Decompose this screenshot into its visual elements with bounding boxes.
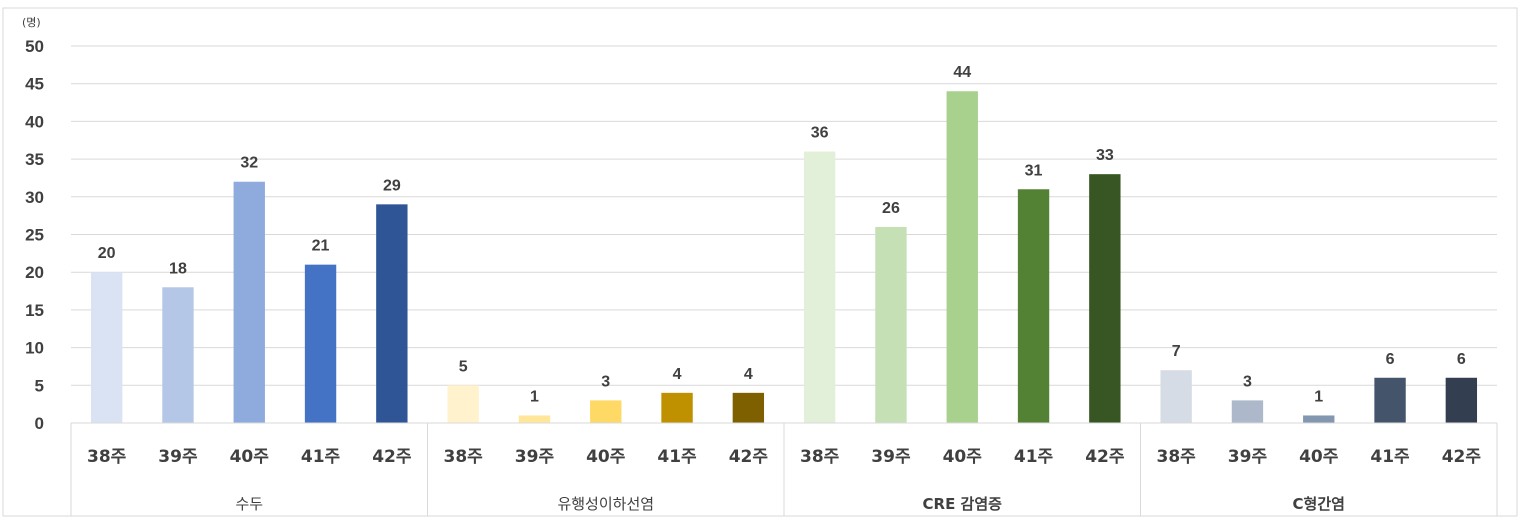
bar — [90, 272, 123, 423]
data-label: 5 — [459, 358, 468, 375]
data-label: 18 — [169, 260, 187, 277]
data-label: 6 — [1386, 351, 1395, 368]
x-tick-label: 39주 — [515, 447, 555, 467]
x-tick-label: 41주 — [657, 447, 697, 467]
x-tick-label: 38주 — [87, 447, 127, 467]
data-label: 32 — [240, 155, 258, 172]
data-label: 36 — [811, 125, 829, 142]
x-tick-label: 42주 — [729, 447, 769, 467]
bar — [1374, 377, 1406, 423]
x-tick-label: 42주 — [372, 447, 412, 467]
y-tick-label: 0 — [35, 414, 44, 433]
data-label: 1 — [1314, 388, 1323, 405]
bar — [1303, 415, 1335, 423]
data-label: 4 — [673, 366, 682, 383]
y-tick-label: 40 — [25, 112, 44, 131]
bar — [1231, 400, 1264, 423]
x-tick-label: 39주 — [1228, 447, 1268, 467]
data-label: 6 — [1457, 351, 1466, 368]
data-label: 31 — [1025, 162, 1043, 179]
x-tick-label: 41주 — [301, 447, 341, 467]
y-tick-label: 5 — [35, 376, 44, 395]
bar — [233, 181, 265, 423]
x-tick-label: 38주 — [1156, 447, 1196, 467]
data-label: 3 — [601, 373, 610, 390]
bar — [162, 287, 194, 423]
bar — [447, 385, 479, 423]
y-tick-label: 30 — [25, 188, 44, 207]
x-tick-label: 40주 — [943, 447, 983, 467]
bar — [732, 392, 765, 423]
bar — [304, 264, 337, 423]
group-label: 수두 — [235, 495, 263, 513]
y-tick-label: 10 — [25, 339, 44, 358]
bar — [803, 151, 836, 423]
x-tick-label: 39주 — [158, 447, 198, 467]
x-tick-label: 40주 — [1299, 447, 1339, 467]
x-tick-label: 40주 — [230, 447, 270, 467]
data-label: 3 — [1243, 373, 1252, 390]
bar — [1160, 370, 1192, 423]
x-tick-label: 38주 — [800, 447, 840, 467]
data-label: 4 — [744, 366, 753, 383]
data-label: 20 — [98, 245, 116, 262]
bar — [590, 400, 622, 423]
bar — [1017, 189, 1050, 423]
bar — [1089, 174, 1121, 423]
y-tick-label: 25 — [25, 226, 44, 245]
y-tick-label: 35 — [25, 150, 44, 169]
data-label: 44 — [953, 64, 971, 81]
x-tick-label: 41주 — [1014, 447, 1054, 467]
group-label: C형간염 — [1293, 495, 1345, 513]
bar — [1445, 377, 1478, 423]
x-tick-label: 39주 — [871, 447, 911, 467]
group-label: CRE 감염증 — [923, 495, 1003, 513]
x-tick-label: 42주 — [1085, 447, 1125, 467]
bar — [875, 226, 907, 423]
y-tick-label: 50 — [25, 37, 44, 56]
y-axis-unit: (명) — [22, 16, 41, 29]
data-label: 7 — [1172, 343, 1181, 360]
data-label: 26 — [882, 200, 900, 217]
data-label: 1 — [530, 388, 539, 405]
data-label: 21 — [312, 238, 330, 255]
bar — [661, 392, 693, 423]
y-tick-label: 45 — [25, 75, 44, 94]
bar — [376, 204, 408, 423]
bar — [946, 91, 978, 424]
x-tick-label: 41주 — [1370, 447, 1410, 467]
x-tick-label: 38주 — [443, 447, 483, 467]
y-tick-label: 15 — [25, 301, 44, 320]
group-label: 유행성이하선염 — [557, 495, 654, 513]
bar — [518, 415, 551, 423]
x-tick-label: 42주 — [1442, 447, 1482, 467]
data-label: 33 — [1096, 147, 1114, 164]
y-axis-ticks: 0 5 10 15 20 25 30 35 40 45 50 — [25, 37, 44, 433]
bars — [90, 91, 1478, 424]
data-label: 29 — [383, 177, 401, 194]
y-tick-label: 20 — [25, 263, 44, 282]
x-tick-label: 40주 — [586, 447, 626, 467]
